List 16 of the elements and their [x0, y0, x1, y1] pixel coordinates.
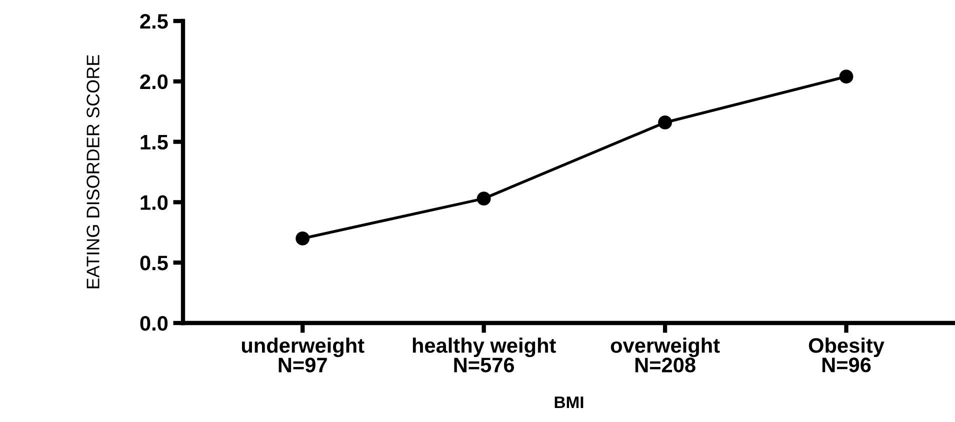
x-tick-label: overweight N=208 — [610, 338, 720, 372]
x-tick-label: healthy weight N=576 — [412, 338, 556, 372]
y-tick-label: 1.0 — [140, 195, 168, 210]
y-tick-label: 2.0 — [140, 74, 168, 90]
point — [296, 231, 310, 246]
y-tick-label: 2.5 — [140, 14, 168, 29]
y-tick-label: 0.5 — [140, 256, 168, 270]
point — [658, 116, 672, 130]
x-tick-label: Obesity N=96 — [808, 338, 884, 372]
y-tick-label: 1.5 — [140, 135, 168, 150]
x-axis-title: BMI — [554, 396, 584, 408]
y-axis-title: EATING DISORDER SCORE — [86, 55, 100, 288]
x-tick-label: underweight N=97 — [242, 338, 364, 372]
point — [476, 192, 491, 206]
point — [839, 70, 854, 84]
y-tick-label: 0.0 — [140, 316, 168, 331]
